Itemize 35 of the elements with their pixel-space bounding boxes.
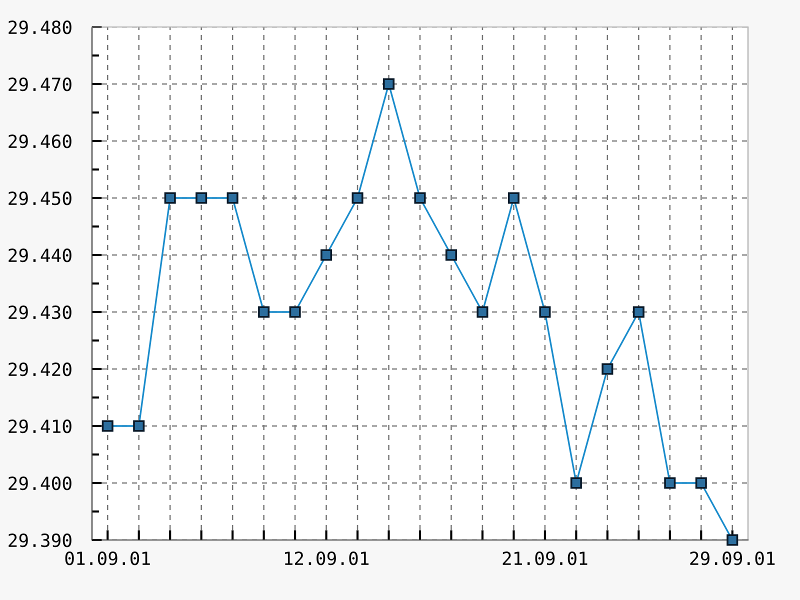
point	[289, 306, 301, 318]
point	[320, 249, 332, 261]
point	[164, 192, 176, 204]
x-tick-label: 12.09.01	[284, 552, 369, 566]
point	[664, 477, 676, 489]
point	[102, 420, 114, 432]
y-tick-label: 29.390	[8, 534, 72, 548]
y-tick-label: 29.400	[8, 476, 72, 490]
y-tick-label: 29.470	[8, 78, 72, 92]
point	[133, 420, 145, 432]
y-tick-label: 29.480	[8, 20, 72, 34]
y-tick-label: 29.460	[8, 134, 72, 148]
point	[258, 306, 270, 318]
point	[226, 192, 238, 204]
point	[539, 306, 551, 318]
y-tick-label: 29.450	[8, 192, 72, 206]
x-tick-label: 29.09.01	[690, 552, 775, 566]
point	[414, 192, 426, 204]
point	[570, 477, 582, 489]
point	[602, 363, 614, 375]
point	[508, 192, 520, 204]
x-tick-label: 21.09.01	[502, 552, 588, 566]
point	[632, 306, 644, 318]
point	[476, 306, 488, 318]
point	[196, 192, 208, 204]
y-tick-label: 29.420	[8, 362, 72, 376]
y-tick-label: 29.430	[8, 306, 72, 320]
point	[382, 78, 395, 90]
point	[352, 192, 364, 204]
y-tick-label: 29.410	[8, 420, 72, 434]
point	[445, 249, 458, 261]
point	[726, 534, 738, 546]
x-tick-label: 01.09.01	[65, 552, 150, 566]
y-tick-label: 29.440	[8, 248, 72, 262]
point	[695, 477, 707, 489]
